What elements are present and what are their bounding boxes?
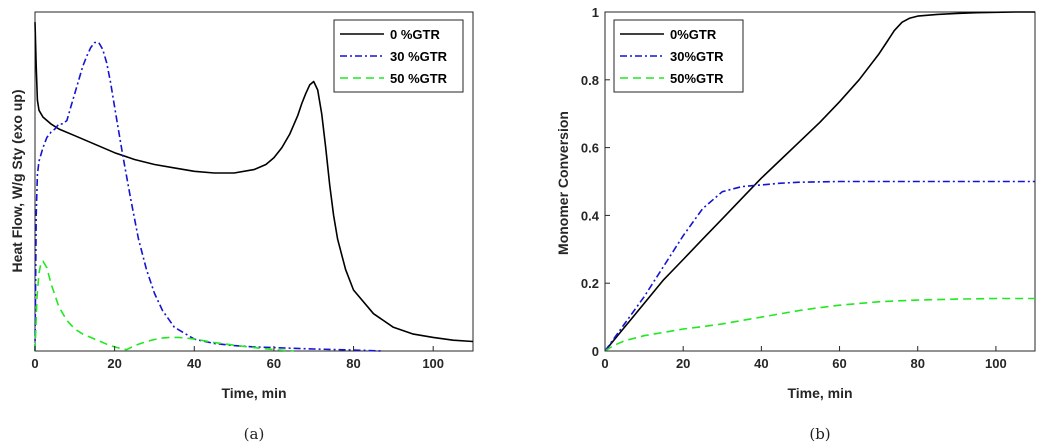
chart-a-series-group: [34, 22, 474, 352]
chart-a-x-tick-label-2: 40: [187, 356, 201, 371]
chart-a-series-line-0: [34, 22, 474, 343]
chart-a-legend: 0 %GTR 30 %GTR 50 %GTR: [333, 19, 464, 93]
chart-b-y-tick-label-2: 0.4: [581, 208, 600, 223]
chart-a-caption: (a): [244, 425, 265, 443]
chart-b-y-axis-label: Monomer Conversion: [555, 111, 571, 255]
chart-b-y-tick-label-0: 0: [592, 344, 599, 359]
chart-b-series-line-2: [604, 297, 1035, 352]
chart-b-caption: (b): [809, 425, 830, 443]
chart-b-legend-label-0: 0%GTR: [670, 27, 717, 42]
chart-a-x-axis-label: Time, min: [221, 385, 286, 401]
chart-b-series-line-1: [604, 180, 1035, 352]
chart-b-y-tick-label-3: 0.6: [581, 141, 599, 156]
chart-a-legend-label-2: 50 %GTR: [390, 71, 448, 86]
chart-b-x-ticks: 0 20 40 60 80 100: [601, 346, 1007, 371]
chart-b-legend-label-2: 50%GTR: [670, 71, 724, 86]
chart-a-series-line-2: [34, 260, 294, 352]
chart-b-legend-label-1: 30%GTR: [670, 49, 724, 64]
chart-b-y-tick-label-1: 0.2: [581, 276, 599, 291]
chart-a-x-tick-label-3: 60: [267, 356, 281, 371]
chart-b-x-tick-label-4: 80: [910, 356, 924, 371]
chart-a-x-tick-label-5: 100: [422, 356, 444, 371]
chart-b-y-ticks: 0 0.2 0.4 0.6 0.8 1: [581, 5, 610, 359]
chart-b-x-tick-label-3: 60: [832, 356, 846, 371]
chart-b-x-tick-label-0: 0: [601, 356, 608, 371]
chart-a-legend-label-1: 30 %GTR: [390, 49, 448, 64]
chart-b-y-tick-label-4: 0.8: [581, 73, 599, 88]
chart-b-series-line-0: [604, 11, 1035, 352]
chart-a-series-line-1: [34, 41, 382, 352]
chart-b-x-tick-label-5: 100: [985, 356, 1007, 371]
chart-a-x-ticks: 0 20 40 60 80 100: [31, 346, 444, 371]
chart-b-x-tick-label-2: 40: [754, 356, 768, 371]
chart-a-y-axis-label: Heat Flow, W/g Sty (exo up): [9, 89, 25, 272]
chart-a-plot-frame: [34, 11, 474, 352]
chart-b: 0 20 40 60 80 100 0 0.2 0.4 0.6 0.8 1 Time, min Mo…: [555, 5, 1036, 443]
chart-b-x-axis-label: Time, min: [787, 385, 852, 401]
chart-a-x-tick-label-0: 0: [31, 356, 38, 371]
chart-b-x-tick-label-1: 20: [676, 356, 690, 371]
chart-b-legend: 0%GTR 30%GTR 50%GTR: [613, 19, 744, 93]
chart-a: 0 20 40 60 80 100 Time, min Heat Flow, W/g St…: [9, 11, 474, 443]
chart-a-legend-label-0: 0 %GTR: [390, 27, 440, 42]
chart-a-x-tick-label-4: 80: [346, 356, 360, 371]
chart-b-series-group: [604, 11, 1035, 352]
chart-b-y-tick-label-5: 1: [592, 5, 599, 20]
chart-a-x-tick-label-1: 20: [107, 356, 121, 371]
